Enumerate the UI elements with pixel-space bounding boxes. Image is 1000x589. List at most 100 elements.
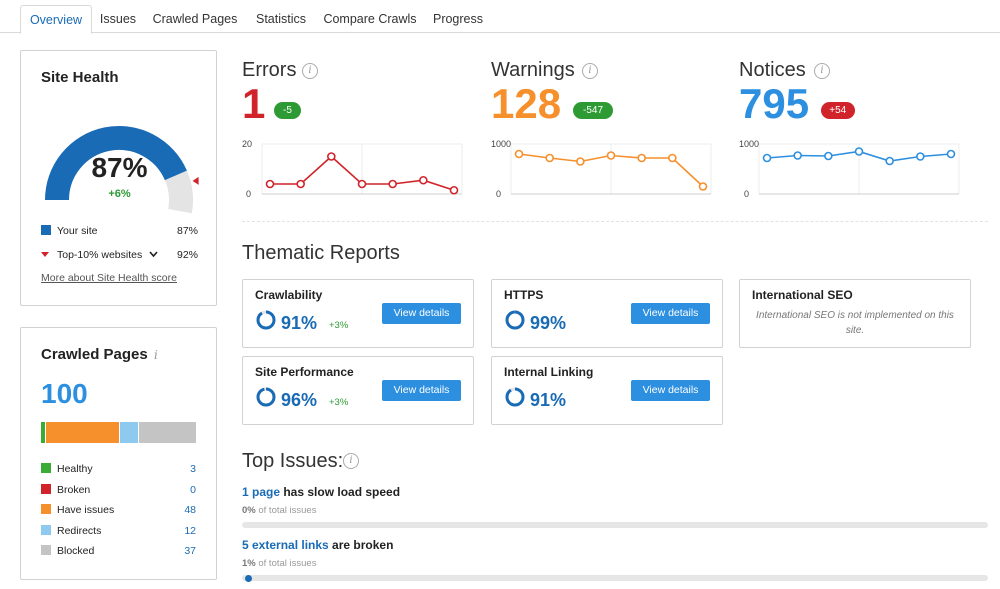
data-point[interactable] <box>762 153 772 163</box>
data-point[interactable] <box>854 147 864 156</box>
report-name: Site Performance <box>255 365 354 379</box>
bar-segment-redirects[interactable] <box>120 422 139 443</box>
y-tick-max: 1000 <box>491 139 511 149</box>
legend-swatch <box>41 524 51 535</box>
report-internal-linking: Internal Linking 91% View details <box>491 356 723 425</box>
view-details-button[interactable]: View details <box>631 303 710 324</box>
legend-your-site-value: 87% <box>176 225 198 237</box>
crawled-legend-healthy: Healthy 3 <box>41 462 196 476</box>
bar-segment-blocked[interactable] <box>138 422 196 443</box>
data-point[interactable] <box>698 182 708 191</box>
view-details-button[interactable]: View details <box>631 380 710 401</box>
info-icon[interactable]: i <box>154 348 158 362</box>
warnings-value[interactable]: 128 <box>491 80 562 127</box>
issue-share-label: of total issues <box>255 558 317 569</box>
chevron-down-icon[interactable] <box>149 251 158 258</box>
data-point[interactable] <box>824 151 833 161</box>
data-point[interactable] <box>449 185 459 195</box>
tab-compare-crawls[interactable]: Compare Crawls <box>323 12 417 26</box>
y-tick-min: 0 <box>496 189 501 199</box>
tab-issues[interactable]: Issues <box>99 12 137 26</box>
issue-share: 0% of total issues <box>242 505 316 516</box>
crawled-pages-bar <box>41 422 196 443</box>
bar-segment-have-issues[interactable] <box>45 422 121 443</box>
tab-overview[interactable]: Overview <box>20 5 92 34</box>
legend-your-site: Your site 87% <box>41 224 198 238</box>
top10-marker-icon <box>41 252 49 257</box>
issue-percent: 0% <box>242 505 256 516</box>
issue-text: are broken <box>328 538 394 552</box>
notices-value[interactable]: 795 <box>739 80 810 127</box>
view-details-button[interactable]: View details <box>382 303 461 324</box>
score-ring-icon <box>256 310 276 330</box>
data-point[interactable] <box>545 153 554 163</box>
info-icon[interactable]: i <box>814 63 830 79</box>
tab-statistics[interactable]: Statistics <box>255 12 306 26</box>
data-point[interactable] <box>265 179 275 189</box>
crawled-legend-have-issues: Have issues 48 <box>41 503 196 517</box>
crawled-pages-total: 100 <box>41 378 88 409</box>
bar-segment-healthy[interactable] <box>41 422 46 443</box>
report-name: International SEO <box>752 288 853 302</box>
data-point[interactable] <box>388 179 397 189</box>
warnings-delta-badge: -547 <box>573 102 613 119</box>
legend-label: Redirects <box>57 524 102 537</box>
legend-value[interactable]: 0 <box>190 483 196 496</box>
legend-swatch <box>41 463 51 473</box>
score-ring-icon <box>505 387 525 407</box>
legend-value[interactable]: 12 <box>184 524 196 537</box>
report-site-performance: Site Performance 96% +3% View details <box>242 356 474 425</box>
crawled-legend-blocked: Blocked 37 <box>41 544 196 558</box>
data-point[interactable] <box>793 151 802 160</box>
data-point[interactable] <box>668 153 677 163</box>
issue-share: 1% of total issues <box>242 558 316 569</box>
issue-link[interactable]: 5 external links <box>242 538 329 552</box>
legend-value[interactable]: 37 <box>184 545 196 557</box>
report-name: Crawlability <box>255 288 323 302</box>
data-point[interactable] <box>419 175 428 185</box>
site-health-gauge <box>45 126 199 214</box>
info-icon[interactable]: i <box>582 63 598 79</box>
view-details-button[interactable]: View details <box>382 380 461 401</box>
data-point[interactable] <box>606 151 616 160</box>
legend-top10[interactable]: Top-10% websites 92% <box>41 248 198 262</box>
notices-title: Notices <box>739 59 806 81</box>
errors-delta-badge: -5 <box>274 102 301 119</box>
crawled-legend-redirects: Redirects 12 <box>41 524 196 538</box>
legend-label: Broken <box>57 483 91 496</box>
errors-value[interactable]: 1 <box>242 80 266 127</box>
data-point[interactable] <box>885 156 894 166</box>
data-point[interactable] <box>637 153 646 163</box>
legend-value[interactable]: 3 <box>190 463 196 475</box>
tab-progress[interactable]: Progress <box>432 12 484 26</box>
info-icon[interactable]: i <box>302 63 318 79</box>
legend-your-site-label: Your site <box>57 225 98 237</box>
data-point[interactable] <box>514 149 524 159</box>
data-point[interactable] <box>916 152 925 161</box>
legend-top10-value: 92% <box>176 249 198 261</box>
report-name: HTTPS <box>504 288 544 302</box>
legend-swatch <box>41 483 51 494</box>
y-tick-max: 1000 <box>739 139 759 149</box>
issue-link[interactable]: 1 page <box>242 485 281 499</box>
issue-title: 1 page has slow load speed <box>242 485 400 499</box>
errors-trend-chart: 20 0 <box>242 139 463 199</box>
info-icon[interactable]: i <box>343 453 359 469</box>
data-point[interactable] <box>296 179 305 189</box>
issue-percent: 1% <box>242 558 256 569</box>
report-delta: +3% <box>329 320 349 331</box>
score-ring-icon <box>505 310 525 330</box>
y-tick-min: 0 <box>744 189 749 199</box>
data-point[interactable] <box>327 152 336 161</box>
data-point[interactable] <box>946 149 956 159</box>
legend-label: Healthy <box>57 463 93 475</box>
report-score: 99% <box>530 313 567 333</box>
site-health-link[interactable]: More about Site Health score <box>41 272 177 284</box>
errors-title: Errors <box>242 59 297 81</box>
legend-value[interactable]: 48 <box>184 504 196 516</box>
report-score: 91% <box>530 390 567 410</box>
divider <box>242 221 988 222</box>
tab-crawled-pages[interactable]: Crawled Pages <box>152 12 238 26</box>
data-point[interactable] <box>576 157 585 166</box>
data-point[interactable] <box>357 179 367 189</box>
